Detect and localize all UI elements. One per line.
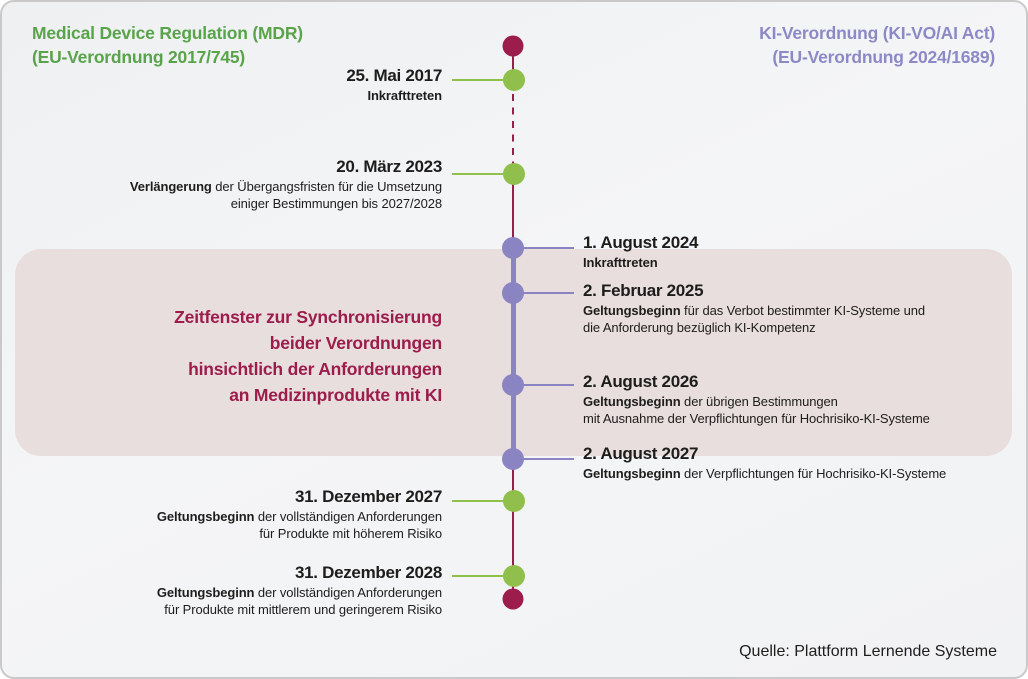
event-description: Geltungsbeginn für das Verbot bestimmter… xyxy=(583,303,925,318)
event-date: 25. Mai 2017 xyxy=(346,66,442,85)
event-description: Verlängerung der Übergangsfristen für di… xyxy=(129,179,442,194)
event-description: Geltungsbeginn der übrigen Bestimmungen xyxy=(583,394,838,409)
source-credit: Quelle: Plattform Lernende Systeme xyxy=(739,643,997,660)
event-ki-2025: 2. Februar 2025 Geltungsbeginn für das V… xyxy=(583,280,993,336)
timeline-dot-ki-2025 xyxy=(502,282,524,304)
event-description-line2: einiger Bestimmungen bis 2027/2028 xyxy=(230,195,442,211)
timeline-sync-segment xyxy=(510,248,516,459)
event-date: 31. Dezember 2028 xyxy=(294,563,442,582)
event-date: 2. August 2026 xyxy=(583,372,699,391)
event-description-line2: für Produkte mit höherem Risiko xyxy=(259,525,442,541)
mdr-title-line2: (EU-Verordnung 2017/745) xyxy=(32,46,246,67)
sync-window-label-line4: an Medizinprodukte mit KI xyxy=(229,385,442,405)
timeline-endpoint-dot-bottom xyxy=(502,588,524,610)
event-description: Inkrafttreten xyxy=(367,88,442,103)
event-date: 20. März 2023 xyxy=(336,157,442,176)
event-date: 31. Dezember 2027 xyxy=(294,487,442,506)
connector-ki-2027 xyxy=(516,458,574,460)
mdr-title-line1: Medical Device Regulation (MDR) xyxy=(32,23,303,43)
connector-ki-2024 xyxy=(516,247,574,249)
event-mdr-2023: 20. März 2023 Verlängerung der Übergangs… xyxy=(72,156,442,212)
timeline-line-dashed xyxy=(511,94,515,164)
event-ki-2026: 2. August 2026 Geltungsbeginn der übrige… xyxy=(583,371,993,427)
sync-window-label-line2: beider Verordnungen xyxy=(269,333,442,353)
timeline-endpoint-dot-top xyxy=(502,35,524,57)
event-ki-2024: 1. August 2024 Inkrafttreten xyxy=(583,232,993,272)
ki-title-line2: (EU-Verordnung 2024/1689) xyxy=(772,46,995,67)
timeline-dot-ki-2026 xyxy=(502,374,524,396)
event-description: Inkrafttreten xyxy=(583,255,658,270)
timeline-dot-mdr-2017 xyxy=(502,69,525,91)
event-mdr-2027: 31. Dezember 2027 Geltungsbeginn der vol… xyxy=(72,486,442,542)
mdr-title: Medical Device Regulation (MDR) (EU-Vero… xyxy=(32,22,303,69)
timeline-dot-mdr-2023 xyxy=(502,163,525,185)
ki-title-line1: KI-Verordnung (KI-VO/AI Act) xyxy=(759,23,995,43)
event-description-line2: mit Ausnahme der Verpflichtungen für Hoc… xyxy=(583,410,930,426)
timeline-dot-mdr-2027 xyxy=(502,490,525,512)
connector-mdr-2028 xyxy=(452,575,510,577)
event-description: Geltungsbeginn der vollständigen Anforde… xyxy=(156,585,442,600)
timeline-line-solid-top xyxy=(511,46,515,82)
event-mdr-2017: 25. Mai 2017 Inkrafttreten xyxy=(72,65,442,105)
ki-title: KI-Verordnung (KI-VO/AI Act) (EU-Verordn… xyxy=(759,22,995,69)
connector-mdr-2023 xyxy=(452,173,510,175)
sync-window-label-line1: Zeitfenster zur Synchronisierung xyxy=(174,307,442,327)
event-description: Geltungsbeginn der vollständigen Anforde… xyxy=(156,509,442,524)
event-mdr-2028: 31. Dezember 2028 Geltungsbeginn der vol… xyxy=(72,562,442,618)
connector-ki-2026 xyxy=(516,384,574,386)
event-description-line2: für Produkte mit mittlerem und geringere… xyxy=(164,601,442,617)
event-description-line2: die Anforderung bezüglich KI-Kompetenz xyxy=(583,319,816,335)
event-date: 1. August 2024 xyxy=(583,233,699,252)
connector-mdr-2017 xyxy=(452,79,510,81)
event-date: 2. August 2027 xyxy=(583,444,699,463)
timeline-dot-mdr-2028 xyxy=(502,565,525,587)
event-date: 2. Februar 2025 xyxy=(583,281,704,300)
event-description: Geltungsbeginn der Verpflichtungen für H… xyxy=(583,466,947,481)
sync-window-label: Zeitfenster zur Synchronisierung beider … xyxy=(12,304,442,408)
timeline-dot-ki-2024 xyxy=(502,237,524,259)
sync-window-label-line3: hinsichtlich der Anforderungen xyxy=(188,359,442,379)
event-ki-2027: 2. August 2027 Geltungsbeginn der Verpfl… xyxy=(583,443,993,483)
connector-mdr-2027 xyxy=(452,500,510,502)
connector-ki-2025 xyxy=(516,292,574,294)
timeline-dot-ki-2027 xyxy=(502,448,524,470)
